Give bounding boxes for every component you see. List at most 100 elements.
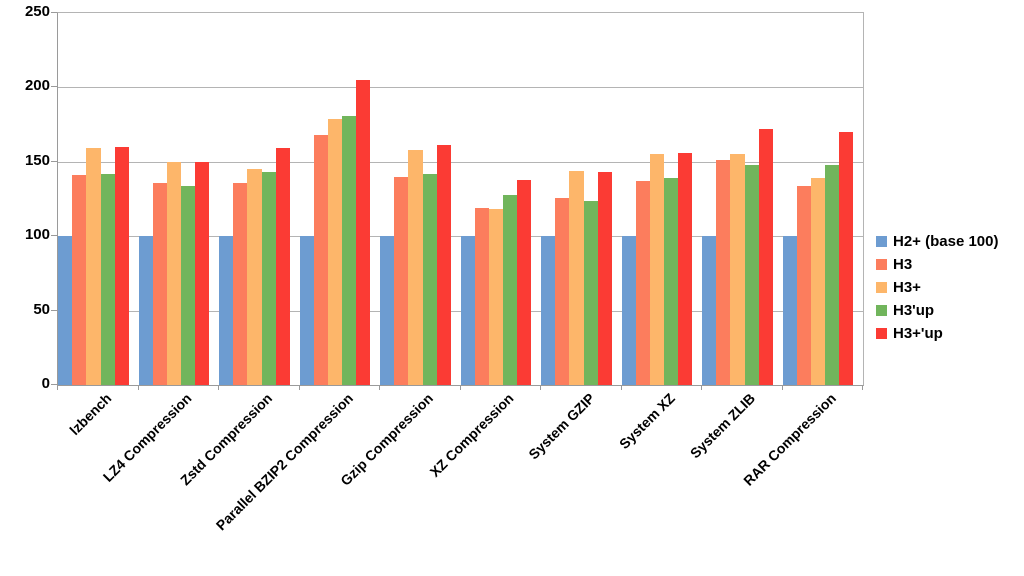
bar-H3'up-LZ4 Compression [181,185,196,385]
bar-H3-Zstd Compression [233,182,248,385]
x-axis-label: System ZLIB [687,390,759,462]
x-axis-label: System XZ [615,390,678,452]
x-axis-tick [781,385,783,390]
bar-H3-System XZ [635,181,650,385]
bar-H3+-LZ4 Compression [166,161,182,385]
bar-H3'up-System ZLIB [744,164,759,385]
y-axis-tick-label: 200 [24,77,50,95]
x-axis-tick [218,385,219,390]
y-axis-tick-label: 100 [24,226,50,244]
x-axis-tick [459,385,461,390]
bar-H3'up-System XZ [664,178,679,385]
bar-H2+ (base 100)-XZ Compression [460,236,475,385]
bar-H2+ (base 100)-Gzip Compression [380,236,395,385]
bar-H3+'up-System ZLIB [758,129,773,385]
bar-H2+ (base 100)-System ZLIB [702,236,717,385]
legend-item: H3+ [876,280,998,295]
x-axis-label: LZ4 Compression [99,390,195,485]
bar-H3+'up-lzbench [114,146,129,385]
y-axis-tick [51,86,57,88]
bar-H3+-Zstd Compression [247,169,262,385]
bar-H3+'up-Zstd Compression [275,148,290,385]
bar-H3+'up-LZ4 Compression [195,161,210,385]
bar-H3+'up-XZ Compression [517,179,532,385]
bar-H3+'up-System GZIP [597,172,612,385]
bar-H3-LZ4 Compression [152,182,167,385]
bar-H2+ (base 100)-lzbench [58,236,73,385]
legend-item: H3 [876,257,998,272]
bar-H2+ (base 100)-System XZ [621,236,636,385]
bar-H3+-System ZLIB [730,154,745,385]
bar-H3+-RAR Compression [810,178,826,385]
y-axis-tick [51,384,57,385]
plot-area [57,12,864,386]
bar-H3-XZ Compression [474,207,489,385]
bar-H3-Gzip Compression [394,176,409,385]
bar-H3+-Gzip Compression [408,149,423,385]
legend-item: H3'up [876,303,998,318]
y-axis-tick [51,12,57,13]
bar-H3-RAR Compression [796,185,811,385]
bar-H3+'up-System XZ [678,152,693,385]
bar-H3'up-Gzip Compression [422,173,437,385]
bar-H3-System GZIP [555,197,570,385]
bar-H3+-Parallel BZIP2 Compression [327,118,343,385]
legend-swatch-icon [876,259,887,270]
y-axis-tick-label: 50 [33,300,50,318]
y-axis-tick-label: 150 [24,151,50,169]
legend: H2+ (base 100) H3 H3+ H3'up H3+'up [876,234,998,341]
bar-H3+'up-RAR Compression [839,132,854,385]
x-axis-tick [379,385,380,390]
gridline-y-150 [58,161,863,163]
bar-H3+-XZ Compression [488,209,504,385]
legend-label: H3 [893,256,913,273]
legend-label: H3'up [893,302,935,319]
bar-H3'up-Zstd Compression [261,172,276,385]
gridline-y-200 [58,87,863,89]
bar-H3+-System XZ [649,154,665,385]
x-axis-label: System GZIP [524,390,598,463]
bar-H3'up-Parallel BZIP2 Compression [342,115,357,385]
legend-label: H3+'up [893,325,943,342]
legend-item: H2+ (base 100) [876,234,998,249]
y-axis-tick-label: 0 [41,375,50,392]
bar-H3'up-lzbench [100,173,115,385]
legend-label: H2+ (base 100) [893,233,999,250]
bar-H2+ (base 100)-Zstd Compression [219,236,234,385]
x-axis-tick [57,385,58,390]
bar-H3'up-RAR Compression [825,164,840,385]
bar-H3-lzbench [72,175,87,385]
bar-H3+-lzbench [86,148,101,385]
bar-H2+ (base 100)-System GZIP [541,236,556,385]
x-axis-label: RAR Compression [740,390,839,489]
y-axis-tick [51,160,57,162]
legend-label: H3+ [893,279,921,296]
bar-H3-System ZLIB [716,160,731,385]
bar-H3'up-System GZIP [583,200,598,385]
bar-H3+-System GZIP [569,170,584,385]
x-axis-tick [540,385,541,390]
x-axis-tick [298,385,300,390]
x-axis-tick [620,385,622,390]
y-axis-tick-label: 250 [24,3,50,20]
bar-H2+ (base 100)-Parallel BZIP2 Compression [299,236,314,385]
bar-H3+'up-Gzip Compression [436,145,451,385]
legend-swatch-icon [876,236,887,247]
bar-H3+'up-Parallel BZIP2 Compression [356,79,371,385]
legend-swatch-icon [876,282,887,293]
x-axis-tick [701,385,702,390]
bar-H3-Parallel BZIP2 Compression [313,135,328,385]
bar-H2+ (base 100)-RAR Compression [782,236,797,385]
x-axis-label: XZ Compression [426,390,517,480]
legend-swatch-icon [876,305,887,316]
bar-H3'up-XZ Compression [503,194,518,385]
bar-H2+ (base 100)-LZ4 Compression [138,236,153,385]
y-axis-tick [51,309,57,311]
x-axis-tick [862,385,863,390]
x-axis-label: Parallel BZIP2 Compression [212,390,356,534]
x-axis-tick [137,385,139,390]
legend-item: H3+'up [876,326,998,341]
y-axis-tick [51,235,57,237]
x-axis-label: lzbench [66,390,115,439]
